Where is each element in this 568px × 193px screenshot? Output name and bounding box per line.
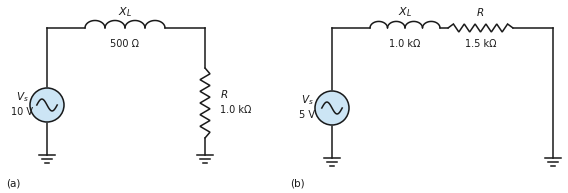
Text: 1.0 kΩ: 1.0 kΩ [389,39,421,49]
Text: (b): (b) [290,178,304,188]
Text: $V_s$: $V_s$ [16,90,28,104]
Text: $R$: $R$ [220,88,228,100]
Text: $R$: $R$ [477,6,485,18]
Circle shape [315,91,349,125]
Text: (a): (a) [6,178,20,188]
Text: $X_L$: $X_L$ [398,5,412,19]
Text: 1.0 kΩ: 1.0 kΩ [220,105,252,115]
Text: 1.5 kΩ: 1.5 kΩ [465,39,496,49]
Text: 10 V: 10 V [11,107,33,117]
Text: $X_L$: $X_L$ [118,5,132,19]
Text: $V_s$: $V_s$ [300,93,314,107]
Circle shape [30,88,64,122]
Text: 5 V: 5 V [299,110,315,120]
Text: 500 Ω: 500 Ω [111,39,140,49]
